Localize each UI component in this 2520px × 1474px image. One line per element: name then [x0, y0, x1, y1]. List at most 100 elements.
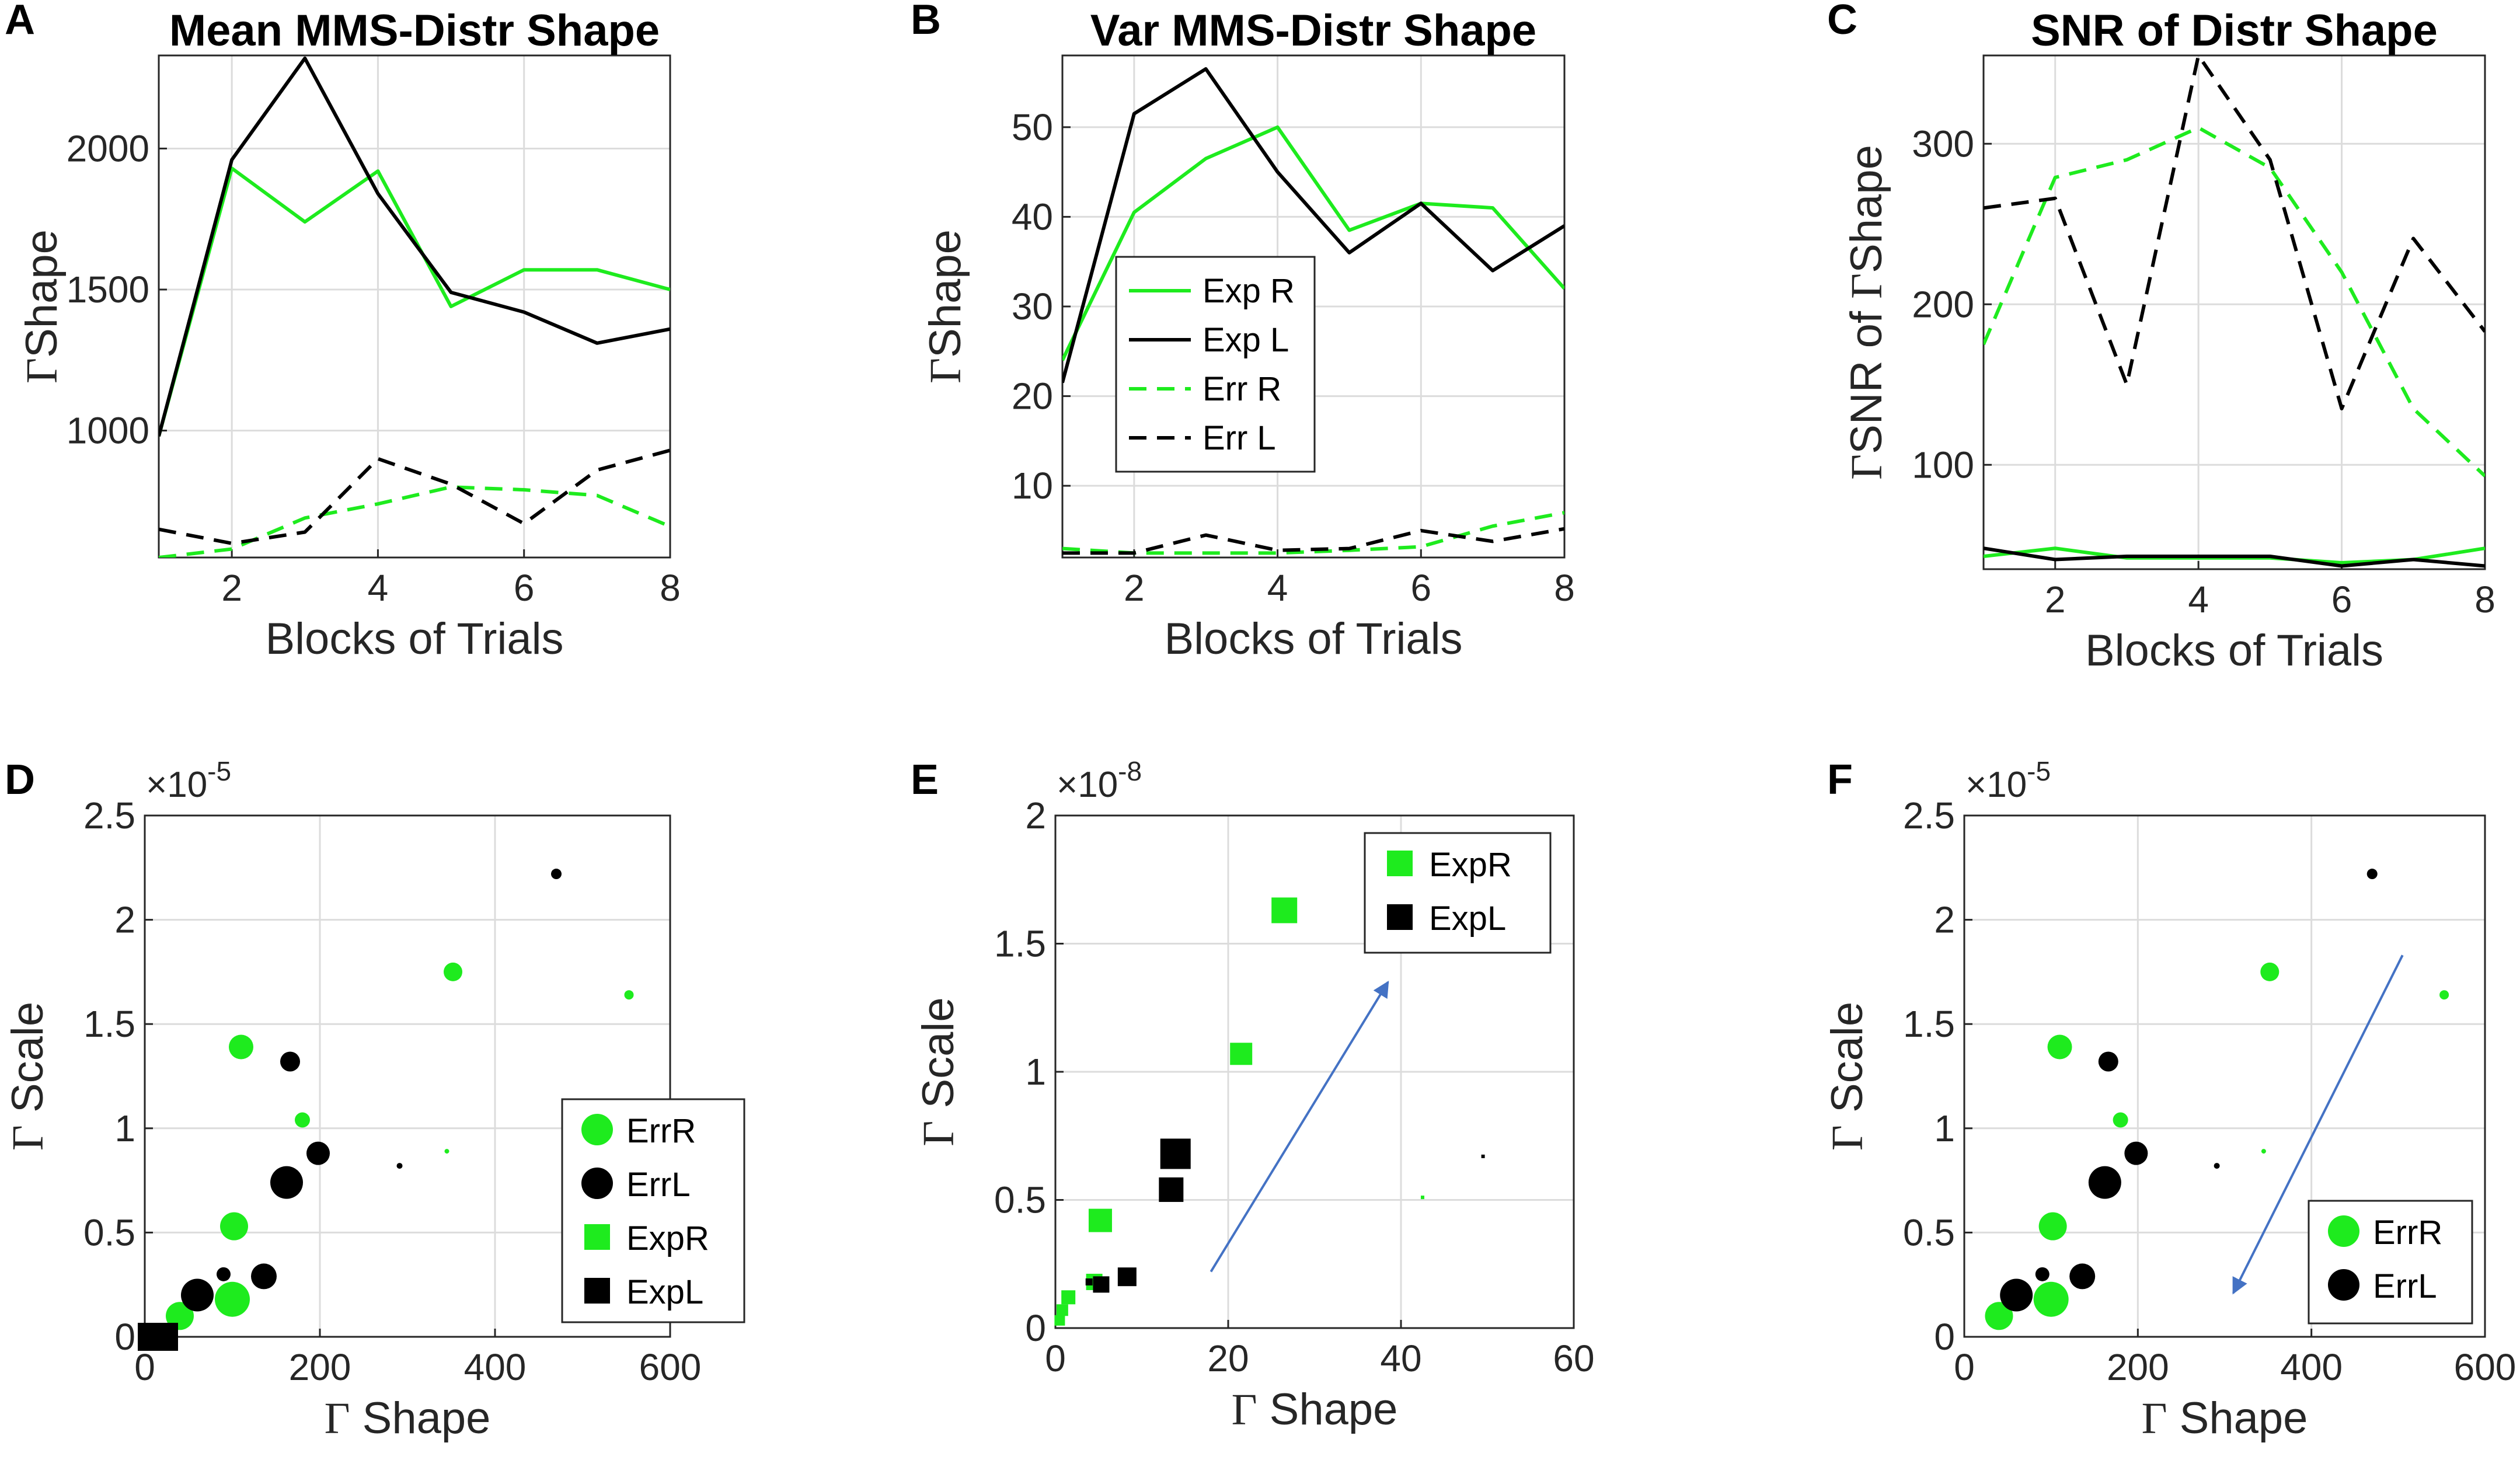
scatter-point: [181, 1278, 214, 1312]
y-tick-label: 0: [114, 1316, 135, 1358]
scatter-point: [1093, 1276, 1110, 1293]
x-tick-label: 2: [2045, 579, 2066, 621]
panel-letter: D: [5, 757, 35, 803]
gamma-symbol: Γ: [914, 1121, 963, 1147]
axes-box: [1963, 814, 2486, 1338]
chart-title: Mean MMS-Distr Shape: [169, 6, 660, 55]
gamma-symbol: Γ: [921, 358, 970, 384]
x-tick-label: 8: [660, 567, 681, 609]
x-tick-label: 0: [1954, 1346, 1975, 1388]
panel-b: 2 4 6 8 10 20 30 40 50 B Var MMS-Distr Shape Blocks…: [911, 0, 1575, 664]
x-axis-label: Γ Shape: [1232, 1385, 1398, 1434]
series-line-err-l: [1062, 527, 1564, 555]
y-tick-label: 1: [1934, 1107, 1955, 1149]
y-tick-label: 1.5: [1903, 1003, 1955, 1045]
gamma-symbol: Γ: [18, 358, 67, 384]
multiplier-base: ×10: [1965, 765, 2027, 805]
gamma-symbol: Γ: [1232, 1385, 1257, 1434]
gamma-symbol: Γ: [4, 1125, 53, 1151]
scatter-point: [1117, 1267, 1137, 1287]
axes-box: [1982, 54, 2486, 570]
legend-label: ErrL: [2373, 1267, 2437, 1305]
scatter-point: [1481, 1154, 1485, 1158]
y-tick-label: 2: [1934, 899, 1955, 941]
y-axis-label: Γ Scale: [3, 1002, 53, 1151]
multiplier-exponent: -8: [1118, 756, 1142, 786]
x-tick-label: 600: [639, 1346, 702, 1388]
axes-box: [158, 54, 671, 559]
scatter-point: [2035, 1267, 2050, 1281]
chart-title: SNR of Distr Shape: [2031, 6, 2438, 55]
y-tick-label: 0: [1025, 1307, 1046, 1349]
legend-label: Exp R: [1203, 272, 1295, 310]
x-tick-label: 200: [2107, 1346, 2169, 1388]
x-axis-label-text: Shape: [2167, 1393, 2308, 1443]
x-tick-label: 2: [221, 567, 242, 609]
scatter-point: [251, 1263, 277, 1290]
scatter-point: [1271, 897, 1298, 924]
legend-marker: [2328, 1269, 2359, 1301]
legend-marker: [584, 1224, 610, 1250]
gamma-symbol: Γ: [325, 1394, 350, 1443]
x-tick-label: 20: [1207, 1337, 1249, 1379]
scatter-point: [1985, 1302, 2013, 1330]
scatter-point: [1061, 1290, 1076, 1305]
panel-letter: A: [5, 0, 35, 43]
legend-label: ErrL: [626, 1166, 691, 1204]
y-tick-label: 1500: [67, 269, 149, 311]
scatter-point: [270, 1166, 303, 1199]
legend-label: ErrR: [2373, 1214, 2442, 1252]
x-tick-label: 8: [1554, 567, 1575, 609]
x-tick-label: 0: [134, 1346, 155, 1388]
scatter-point: [1160, 1138, 1191, 1169]
panel-letter: B: [911, 0, 941, 43]
y-axis-label: ΓSNR of ΓShape: [1842, 145, 1891, 480]
x-tick-label: 600: [2454, 1346, 2516, 1388]
y-axis-label-text-2: Shape: [1842, 145, 1891, 273]
plot-area: [159, 55, 670, 557]
y-tick-label: 0.5: [994, 1179, 1046, 1221]
scatter-point: [2000, 1278, 2033, 1312]
legend-label: ExpR: [626, 1219, 709, 1257]
legend-box: [1115, 256, 1316, 473]
scatter-point: [2033, 1281, 2069, 1317]
trend-arrow: [2232, 954, 2404, 1295]
y-tick-label: 1: [1025, 1051, 1046, 1093]
chart-title: Var MMS-Distr Shape: [1090, 6, 1536, 55]
y-axis-label-text: Scale: [914, 997, 963, 1120]
y-axis-label-text: Scale: [3, 1002, 53, 1125]
y-tick-label: 300: [1912, 123, 1974, 165]
multiplier-exponent: -5: [207, 756, 231, 786]
scatter-point: [2366, 869, 2378, 880]
panel-a: 2 4 6 8 1000 1500 2000 A Mean MMS-Distr Shape Blo…: [5, 0, 681, 664]
y-tick-label: 0.5: [83, 1211, 135, 1253]
scatter-point: [1421, 1196, 1424, 1200]
scatter-point: [2260, 962, 2279, 981]
multiplier-base: ×10: [146, 765, 207, 805]
scatter-point: [2113, 1112, 2128, 1128]
scatter-point: [138, 1323, 166, 1351]
x-tick-label: 6: [1410, 567, 1431, 609]
multiplier-base: ×10: [1057, 765, 1118, 805]
x-axis-label: Blocks of Trials: [2085, 626, 2383, 675]
series-line-err-l: [159, 448, 670, 545]
x-tick-label: 4: [368, 567, 389, 609]
legend-label: Err L: [1203, 419, 1276, 457]
legend-label: Exp L: [1203, 321, 1289, 359]
series-line-err-r: [1062, 511, 1564, 555]
x-axis-label-text: Shape: [350, 1393, 491, 1443]
scatter-point: [444, 1149, 449, 1154]
legend-label: ExpL: [626, 1273, 703, 1311]
scatter-point: [229, 1034, 253, 1060]
y-axis-label-text: Shape: [921, 229, 970, 358]
trend-arrow: [1210, 980, 1389, 1273]
gamma-symbol: Γ: [1842, 454, 1891, 480]
legend-marker: [581, 1114, 613, 1145]
y-tick-label: 0: [1934, 1316, 1955, 1358]
legend-label: Err R: [1203, 370, 1281, 408]
x-axis-label-text: Shape: [1257, 1385, 1398, 1434]
axis-multiplier: ×10-5: [146, 756, 231, 805]
y-axis-label-text: Scale: [1822, 1002, 1872, 1125]
